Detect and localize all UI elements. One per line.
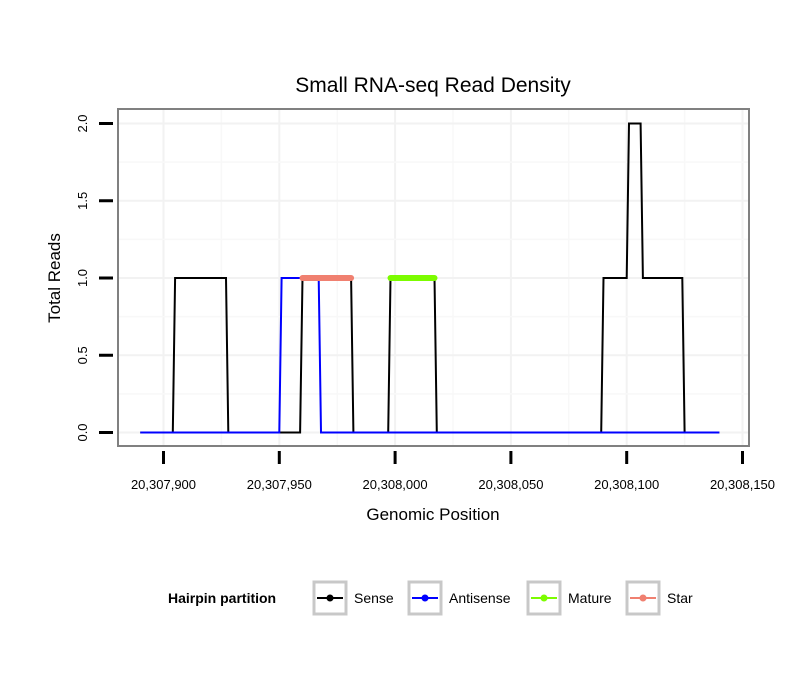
- x-tick-label: 20,307,900: [131, 477, 196, 492]
- legend-label-sense: Sense: [354, 590, 394, 606]
- y-tick-label: 1.5: [75, 192, 90, 210]
- chart-title: Small RNA-seq Read Density: [295, 74, 571, 97]
- y-axis-title: Total Reads: [45, 233, 64, 323]
- x-tick-label: 20,308,100: [594, 477, 659, 492]
- x-axis: 20,307,900 20,307,950 20,308,000 20,308,050…: [131, 451, 775, 492]
- y-tick-label: 1.0: [75, 269, 90, 287]
- y-tick-label: 0.0: [75, 423, 90, 441]
- x-tick-label: 20,308,000: [363, 477, 428, 492]
- legend-key-point-mature: [540, 594, 548, 602]
- plot-panel-border: [117, 108, 750, 447]
- x-tick-label: 20,307,950: [247, 477, 312, 492]
- x-axis-title: Genomic Position: [366, 505, 499, 524]
- legend-key-point-antisense: [421, 594, 429, 602]
- series-layer: [140, 122, 720, 434]
- y-axis: 0.0 0.5 1.0 1.5 2.0: [75, 114, 113, 442]
- legend-title: Hairpin partition: [168, 590, 276, 606]
- legend-label-star: Star: [667, 590, 693, 606]
- legend-label-mature: Mature: [568, 590, 612, 606]
- legend: Hairpin partition Sense Antisense Mature St…: [168, 580, 693, 616]
- y-tick-label: 0.5: [75, 346, 90, 364]
- x-tick-label: 20,308,050: [478, 477, 543, 492]
- legend-key-point-sense: [326, 594, 334, 602]
- grid: [118, 109, 749, 446]
- legend-key-point-star: [639, 594, 647, 602]
- x-tick-label: 20,308,150: [710, 477, 775, 492]
- y-tick-label: 2.0: [75, 114, 90, 132]
- legend-label-antisense: Antisense: [449, 590, 511, 606]
